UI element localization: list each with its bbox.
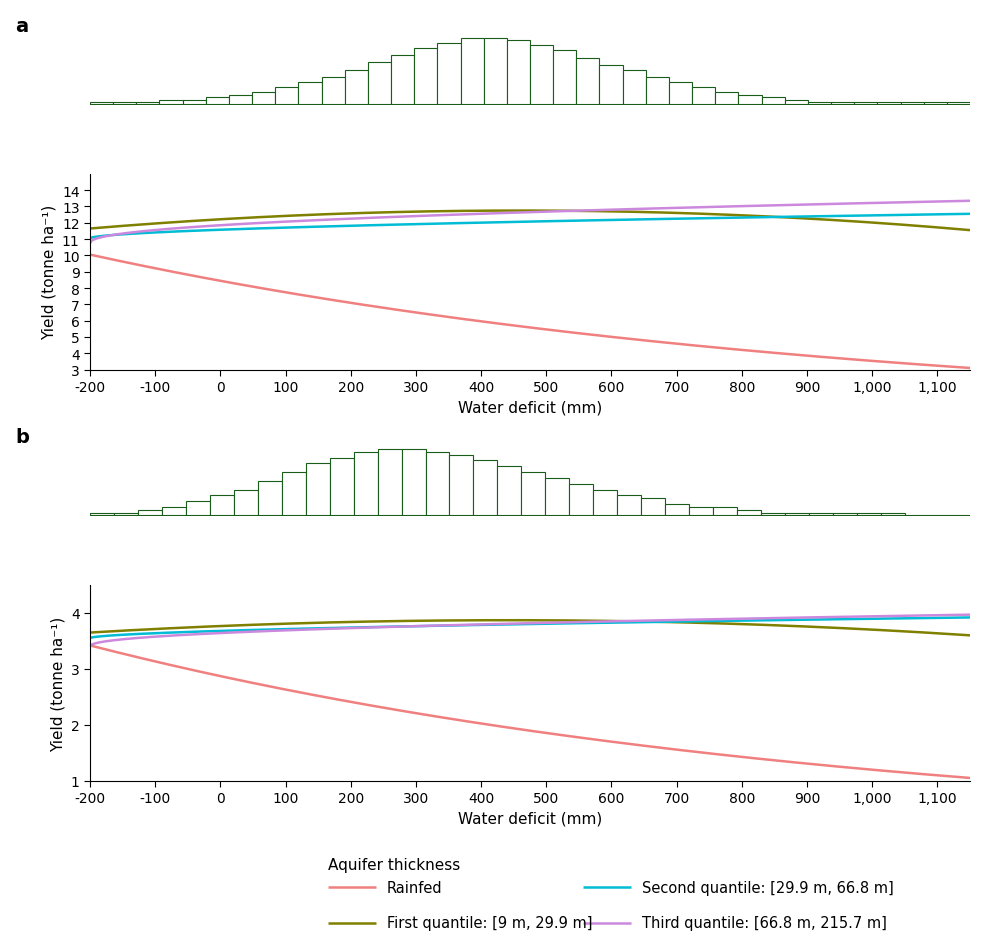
Bar <box>521 472 545 516</box>
Bar <box>831 103 854 106</box>
Bar <box>881 513 905 516</box>
Bar <box>354 452 378 516</box>
Bar <box>437 44 461 106</box>
Bar <box>924 103 947 106</box>
Bar <box>715 93 738 106</box>
Bar <box>449 455 473 516</box>
Text: b: b <box>15 427 29 446</box>
Bar <box>738 95 762 106</box>
Bar <box>210 496 234 516</box>
Bar <box>877 103 901 106</box>
Bar <box>330 458 354 516</box>
Bar <box>545 479 569 516</box>
Bar <box>378 449 402 516</box>
Bar <box>689 507 713 516</box>
Bar <box>737 510 761 516</box>
Bar <box>114 513 138 516</box>
Bar <box>186 502 210 516</box>
Text: Second quantile: [29.9 m, 66.8 m]: Second quantile: [29.9 m, 66.8 m] <box>642 880 894 895</box>
Bar <box>484 39 507 106</box>
Bar <box>322 78 345 106</box>
Bar <box>461 39 484 106</box>
Bar <box>854 103 877 106</box>
Bar <box>345 70 368 106</box>
Bar <box>947 103 970 106</box>
Bar <box>234 490 258 516</box>
Bar <box>282 472 306 516</box>
Bar <box>669 83 692 106</box>
Bar <box>623 70 646 106</box>
Bar <box>762 98 785 106</box>
Text: First quantile: [9 m, 29.9 m]: First quantile: [9 m, 29.9 m] <box>387 916 592 930</box>
Bar <box>576 58 599 106</box>
Bar <box>229 95 252 106</box>
X-axis label: Water deficit (mm): Water deficit (mm) <box>458 400 602 415</box>
Bar <box>761 513 785 516</box>
Text: Third quantile: [66.8 m, 215.7 m]: Third quantile: [66.8 m, 215.7 m] <box>642 916 887 930</box>
Bar <box>593 490 617 516</box>
Bar <box>90 103 113 106</box>
Bar <box>258 482 282 516</box>
Bar <box>306 464 330 516</box>
Bar <box>136 103 159 106</box>
Bar <box>138 510 162 516</box>
Bar <box>162 507 186 516</box>
Bar <box>713 507 737 516</box>
Bar <box>183 101 206 106</box>
Bar <box>808 103 831 106</box>
Bar <box>641 499 665 516</box>
Bar <box>391 56 414 106</box>
Bar <box>252 93 275 106</box>
Bar <box>275 89 298 106</box>
Y-axis label: Yield (tonne ha⁻¹): Yield (tonne ha⁻¹) <box>50 616 65 751</box>
X-axis label: Water deficit (mm): Water deficit (mm) <box>458 811 602 825</box>
Bar <box>857 513 881 516</box>
Bar <box>530 46 553 106</box>
Bar <box>507 41 530 106</box>
Text: Aquifer thickness: Aquifer thickness <box>328 857 460 872</box>
Bar <box>368 64 391 106</box>
Bar <box>665 505 689 516</box>
Bar <box>426 452 449 516</box>
Bar <box>646 78 669 106</box>
Bar <box>473 461 497 516</box>
Bar <box>298 83 322 106</box>
Bar <box>497 466 521 516</box>
Text: a: a <box>15 17 28 36</box>
Y-axis label: Yield (tonne ha⁻¹): Yield (tonne ha⁻¹) <box>41 205 56 340</box>
Text: Rainfed: Rainfed <box>387 880 442 895</box>
Bar <box>617 496 641 516</box>
Bar <box>206 98 229 106</box>
Bar <box>901 103 924 106</box>
Bar <box>809 513 833 516</box>
Bar <box>414 49 437 106</box>
Bar <box>833 513 857 516</box>
Bar <box>553 51 576 106</box>
Bar <box>569 485 593 516</box>
Bar <box>402 449 426 516</box>
Bar <box>785 101 808 106</box>
Bar <box>113 103 136 106</box>
Bar <box>159 101 183 106</box>
Bar <box>90 513 114 516</box>
Bar <box>785 513 809 516</box>
Bar <box>692 89 715 106</box>
Bar <box>599 66 623 106</box>
